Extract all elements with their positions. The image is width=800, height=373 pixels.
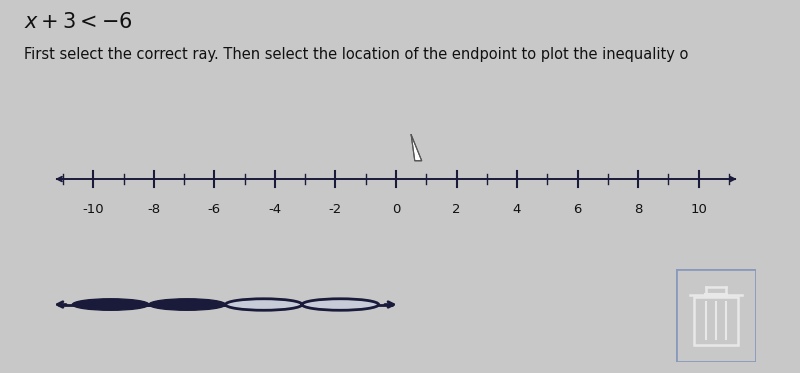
Text: -10: -10 xyxy=(82,203,104,216)
Circle shape xyxy=(226,299,302,310)
Text: -2: -2 xyxy=(329,203,342,216)
Text: 10: 10 xyxy=(690,203,707,216)
Circle shape xyxy=(72,299,149,310)
Polygon shape xyxy=(411,135,422,161)
Text: -8: -8 xyxy=(147,203,161,216)
Text: 8: 8 xyxy=(634,203,642,216)
Text: $\mathit{x}+3<-6$: $\mathit{x}+3<-6$ xyxy=(24,12,133,32)
Text: First select the correct ray. Then select the location of the endpoint to plot t: First select the correct ray. Then selec… xyxy=(24,47,688,62)
Text: 0: 0 xyxy=(392,203,400,216)
Text: 2: 2 xyxy=(452,203,461,216)
Text: 6: 6 xyxy=(574,203,582,216)
Text: -4: -4 xyxy=(268,203,282,216)
Circle shape xyxy=(302,299,378,310)
Text: -6: -6 xyxy=(208,203,221,216)
Circle shape xyxy=(149,299,226,310)
Text: 4: 4 xyxy=(513,203,522,216)
